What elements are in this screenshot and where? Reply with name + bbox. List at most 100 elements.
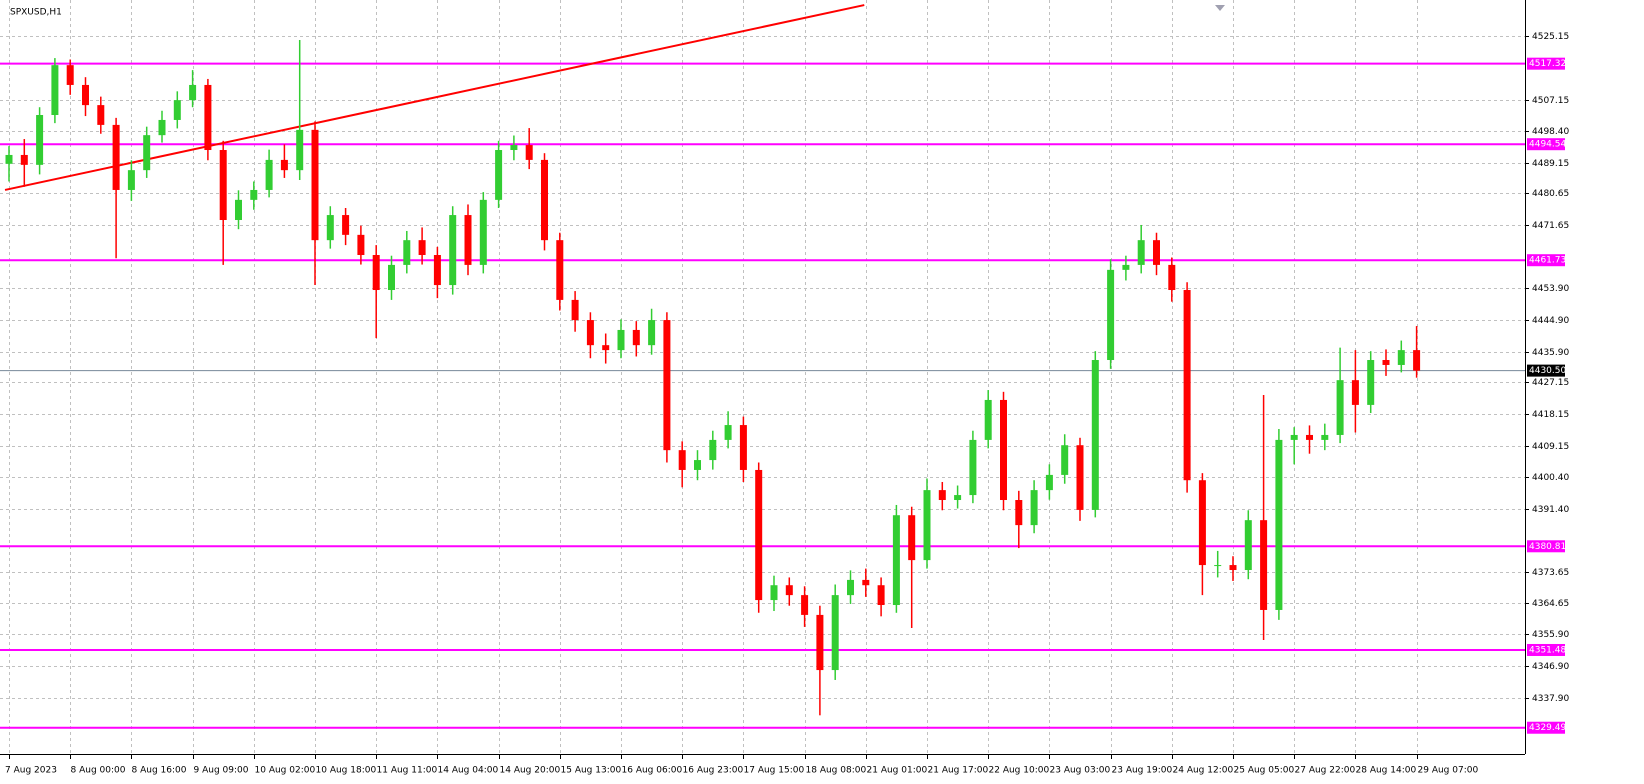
level-label-box [1527,138,1565,151]
level-label-box [1527,57,1565,70]
candle-body [1153,240,1160,265]
x-tick-label: 22 Aug 10:00 [989,766,1050,776]
candle-body [969,439,977,496]
candle-body [127,170,135,190]
candle-body [938,490,946,501]
candle-body [571,299,579,321]
y-tick-label: 4409.15 [1532,442,1569,452]
candle-body [235,199,242,221]
x-tick-label: 16 Aug 06:00 [622,766,683,776]
candle-body [785,585,793,596]
y-tick-label: 4471.65 [1532,221,1569,231]
candle-body [66,65,74,85]
x-tick-label: 23 Aug 19:00 [1112,766,1173,776]
candle-body [418,240,426,256]
candle-body [1000,399,1007,501]
candle-body [1275,439,1283,610]
y-tick-label: 4400.40 [1532,473,1569,483]
candle-body [1382,360,1390,365]
candle-body [632,329,640,346]
candle-body [143,135,151,171]
x-tick-label: 8 Aug 16:00 [132,766,187,776]
candle-body [877,585,885,606]
candle-body [1397,350,1405,365]
x-tick-label: 9 Aug 09:00 [194,766,249,776]
candle-body [20,154,28,165]
level-label: 4494.54 [1529,140,1566,150]
candle-body [1168,264,1176,291]
y-tick-label: 4480.65 [1532,189,1569,199]
candle-body [82,84,89,106]
candle-body [173,100,181,120]
candle-body [1045,474,1053,491]
candle-body [1091,360,1099,510]
y-tick-label: 4364.65 [1532,599,1569,609]
candle-body [280,159,288,171]
candle-body [1122,264,1130,270]
candle-body [326,215,334,241]
y-tick-label: 4337.90 [1532,694,1569,704]
x-tick-label: 29 Aug 07:00 [1418,766,1479,776]
candle-body [1244,520,1252,571]
candle-body [1351,380,1359,405]
price-label-box [1527,364,1565,377]
candle-body [36,115,44,165]
candle-body [112,124,120,190]
grid [0,0,1525,754]
candle-body [296,129,304,171]
candle-body [219,150,227,221]
candle-body [663,320,671,451]
candle-body [189,84,197,101]
candle-body [1076,445,1084,510]
candle-body [1306,434,1313,440]
level-label: 4351.48 [1529,645,1566,655]
candle-body [1015,500,1023,526]
candle-body [709,439,717,461]
candle-body [1214,565,1222,567]
candle-body [1367,360,1375,405]
candle-body [1336,380,1344,435]
candle-body [250,189,258,200]
candle-body [678,450,686,470]
candle-body [984,399,992,440]
candle-body [862,579,870,586]
y-tick-label: 4373.65 [1532,568,1569,578]
candle-body [816,614,824,671]
candle-body [449,215,457,286]
level-label-box [1527,721,1565,734]
x-tick-label: 27 Aug 22:00 [1295,766,1356,776]
x-tick-label: 10 Aug 18:00 [316,766,377,776]
candle-body [342,215,350,235]
candle-body [388,264,395,291]
level-label-box [1527,540,1565,553]
candle-body [1229,565,1237,571]
candle-body [204,84,212,151]
level-label: 4380.81 [1529,542,1566,552]
candle-body [586,320,594,346]
candle-body [357,234,365,256]
y-tick-label: 4453.90 [1532,284,1569,294]
level-label: 4517.32 [1529,59,1566,69]
y-tick-label: 4391.40 [1532,505,1569,515]
candle-body [510,145,518,151]
candle-body [724,425,732,440]
candle-body [801,595,809,615]
candle-body [755,469,763,601]
level-label-box [1527,643,1565,656]
x-tick-label: 21 Aug 17:00 [928,766,989,776]
x-tick-label: 17 Aug 15:00 [744,766,805,776]
level-label: 4461.73 [1529,256,1566,266]
candle-body [602,345,610,351]
candle-body [97,105,105,125]
candle-body [403,240,411,265]
candle-body [479,199,487,265]
candle-body [847,579,854,596]
x-tick-label: 14 Aug 04:00 [438,766,499,776]
candle-body [954,495,962,501]
y-tick-label: 4355.90 [1532,630,1569,640]
candle-body [311,129,319,241]
candle-body [541,159,548,241]
candle-body [1183,290,1191,481]
x-tick-label: 25 Aug 05:00 [1234,766,1295,776]
